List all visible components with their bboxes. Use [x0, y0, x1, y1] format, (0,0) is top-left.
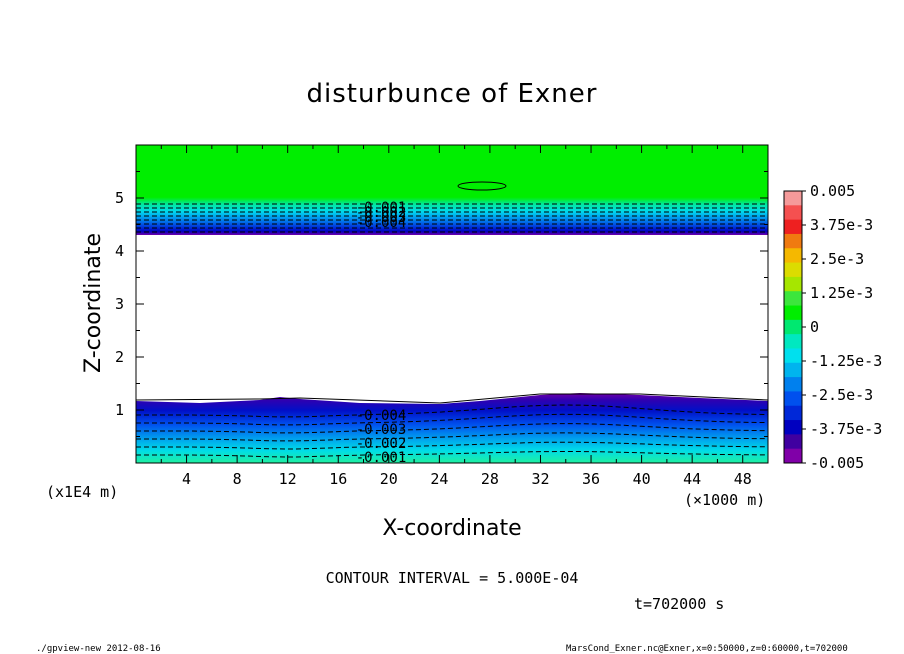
colorbar-label: -0.005: [810, 454, 864, 472]
colorbar-swatch: [784, 262, 802, 278]
contour-labels: -0.001-0.002-0.003-0.004-0.004-0.003-0.0…: [356, 200, 407, 466]
contour-line: [136, 451, 769, 458]
contour-label: -0.001: [356, 450, 407, 466]
colorbar-swatch: [784, 305, 802, 321]
y-tick-label: 1: [115, 401, 124, 419]
contour-line: [136, 432, 769, 442]
x-tick-label: 8: [233, 470, 242, 488]
contour-label: -0.004: [356, 215, 407, 231]
y-unit-label: (x1E4 m): [46, 483, 118, 501]
x-tick-label: 16: [329, 470, 347, 488]
colorbar-swatch: [784, 219, 802, 235]
contour-loop: [457, 181, 507, 191]
footer-left: ./gpview-new 2012-08-16: [36, 644, 161, 654]
x-tick-label: 4: [182, 470, 191, 488]
contour-line: [135, 393, 769, 404]
colorbar-swatch: [784, 319, 802, 335]
x-tick-label: 12: [279, 470, 297, 488]
axis-ticks: [136, 145, 768, 463]
y-tick-label: 2: [115, 348, 124, 366]
colorbar: [783, 190, 803, 464]
x-tick-label: 32: [531, 470, 549, 488]
y-axis-label: Z-coordinate: [81, 233, 106, 373]
colorbar-labels: 0.005 3.75e-3 2.5e-3 1.25e-3 0 -1.25e-3 -2.5e-…: [802, 182, 882, 472]
contour-label: -0.004: [356, 408, 407, 424]
time-label: t=702000 s: [634, 595, 724, 613]
colorbar-swatch: [784, 248, 802, 264]
x-unit-label: (×1000 m): [684, 491, 765, 509]
colorbar-swatch: [784, 233, 802, 249]
colorbar-swatch: [784, 377, 802, 392]
x-tick-label: 48: [734, 470, 752, 488]
x-tick-labels: 4 8 12 16 20 24 28 32 36 40 44 48: [182, 470, 752, 488]
contour-label: -0.001: [356, 200, 407, 216]
colorbar-swatch: [784, 362, 802, 378]
colorbar-label: 0: [810, 318, 819, 336]
colorbar-label: 1.25e-3: [810, 284, 873, 302]
y-tick-label: 3: [115, 295, 124, 313]
colorbar-swatch: [784, 434, 802, 450]
colorbar-swatch: [784, 420, 802, 435]
contour-lines: [135, 203, 769, 458]
colorbar-label: 2.5e-3: [810, 250, 864, 268]
x-tick-label: 24: [430, 470, 448, 488]
x-tick-label: 44: [683, 470, 701, 488]
colorbar-swatch: [784, 276, 802, 292]
plot-area: -0.001-0.002-0.003-0.004-0.004-0.003-0.0…: [135, 144, 769, 466]
y-tick-label: 4: [115, 242, 124, 260]
colorbar-swatch: [784, 405, 802, 421]
y-tick-labels: 1 2 3 4 5: [115, 189, 124, 419]
upper-field: [136, 145, 768, 235]
contour-label: -0.003: [356, 422, 407, 438]
colorbar-swatch: [784, 191, 802, 206]
colorbar-label: -3.75e-3: [810, 420, 882, 438]
x-tick-label: 28: [481, 470, 499, 488]
x-tick-label: 36: [582, 470, 600, 488]
contour-line: [136, 413, 769, 426]
footer-right: MarsCond_Exner.nc@Exner,x=0:50000,z=0:60…: [566, 644, 848, 654]
colorbar-swatch: [784, 348, 802, 364]
contour-label: -0.003: [356, 210, 407, 226]
x-tick-label: 40: [633, 470, 651, 488]
colorbar-label: 0.005: [810, 182, 855, 200]
chart-title: disturbunce of Exner: [307, 79, 598, 109]
colorbar-swatch: [784, 448, 802, 464]
contour-label: -0.002: [356, 436, 407, 452]
contour-line: [136, 441, 769, 450]
x-axis-label: X-coordinate: [382, 516, 521, 541]
colorbar-label: -2.5e-3: [810, 386, 873, 404]
colorbar-swatch: [784, 205, 802, 221]
y-tick-label: 5: [115, 189, 124, 207]
x-tick-label: 20: [380, 470, 398, 488]
colorbar-swatch: [784, 291, 802, 307]
colorbar-swatch: [784, 334, 802, 349]
contour-label: -0.002: [356, 205, 407, 221]
contour-interval-text: CONTOUR INTERVAL = 5.000E-04: [326, 569, 579, 587]
colorbar-label: 3.75e-3: [810, 216, 873, 234]
contour-line: [136, 423, 769, 434]
colorbar-swatch: [784, 391, 802, 407]
contour-line: [136, 404, 769, 418]
colorbar-label: -1.25e-3: [810, 352, 882, 370]
